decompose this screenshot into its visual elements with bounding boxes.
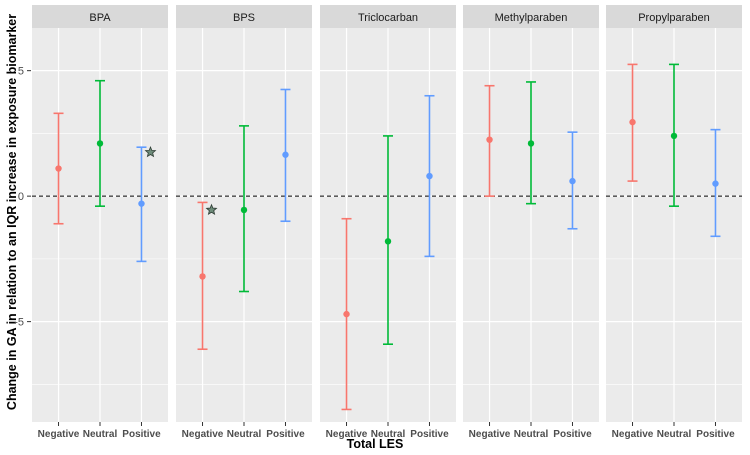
point-estimate <box>55 165 62 172</box>
point-estimate <box>199 273 206 280</box>
point-estimate <box>343 310 350 318</box>
facet-panel: BPA Negative Neutral Positive <box>32 5 168 440</box>
x-tick-label: Positive <box>266 429 305 440</box>
facet-title: Methylparaben <box>495 12 568 24</box>
y-axis-title: Change in GA in relation to an IQR incre… <box>5 14 19 410</box>
x-tick-label: Neutral <box>83 429 118 440</box>
facet-strip <box>606 5 742 28</box>
y-axis: -5 0 5 <box>14 66 31 329</box>
x-tick-label: Positive <box>122 429 161 440</box>
facet-title: Propylparaben <box>638 12 710 24</box>
point-estimate <box>96 140 104 147</box>
point-estimate <box>138 200 145 207</box>
facet-title: BPS <box>233 12 255 24</box>
point-estimate <box>569 177 576 185</box>
point-estimate <box>426 172 433 180</box>
y-tick-label: 5 <box>18 66 24 78</box>
point-estimate <box>527 140 535 147</box>
x-tick-label: Positive <box>553 429 592 440</box>
point-estimate <box>282 151 289 158</box>
facet-panel: Propylparaben Negative Neutral Positive <box>606 5 742 440</box>
point-estimate <box>486 136 493 143</box>
y-tick-label: 0 <box>18 191 24 203</box>
y-tick-label: -5 <box>14 317 24 329</box>
facet-strip <box>463 5 599 28</box>
x-tick-label: Negative <box>326 429 368 440</box>
x-tick-label: Neutral <box>514 429 549 440</box>
point-estimate <box>384 238 392 245</box>
x-tick-label: Neutral <box>227 429 262 440</box>
significance-star-icon <box>144 145 157 158</box>
x-axis-title: Total LES <box>347 437 404 451</box>
x-tick-label: Negative <box>612 429 654 440</box>
x-tick-label: Positive <box>410 429 449 440</box>
facet-strip <box>320 5 456 28</box>
point-estimate <box>712 180 719 187</box>
x-tick-label: Negative <box>469 429 511 440</box>
facet-title: BPA <box>89 12 111 24</box>
facet-strip <box>32 5 168 28</box>
facet-panel: Triclocarban Negative Neutral Positive <box>320 5 456 440</box>
facet-title: Triclocarban <box>358 12 418 24</box>
significance-star-icon <box>205 203 218 216</box>
point-estimate <box>670 132 678 140</box>
facet-strip <box>176 5 312 28</box>
facet-panel: BPS Negative Neutral Positive <box>176 5 312 440</box>
point-estimate <box>629 118 636 126</box>
x-tick-label: Negative <box>182 429 224 440</box>
x-tick-label: Positive <box>696 429 735 440</box>
point-estimate <box>240 206 248 214</box>
facet-panel: Methylparaben Negative Neutral Positive <box>463 5 599 440</box>
x-tick-label: Neutral <box>371 429 406 440</box>
x-tick-label: Neutral <box>657 429 692 440</box>
x-tick-label: Negative <box>38 429 80 440</box>
